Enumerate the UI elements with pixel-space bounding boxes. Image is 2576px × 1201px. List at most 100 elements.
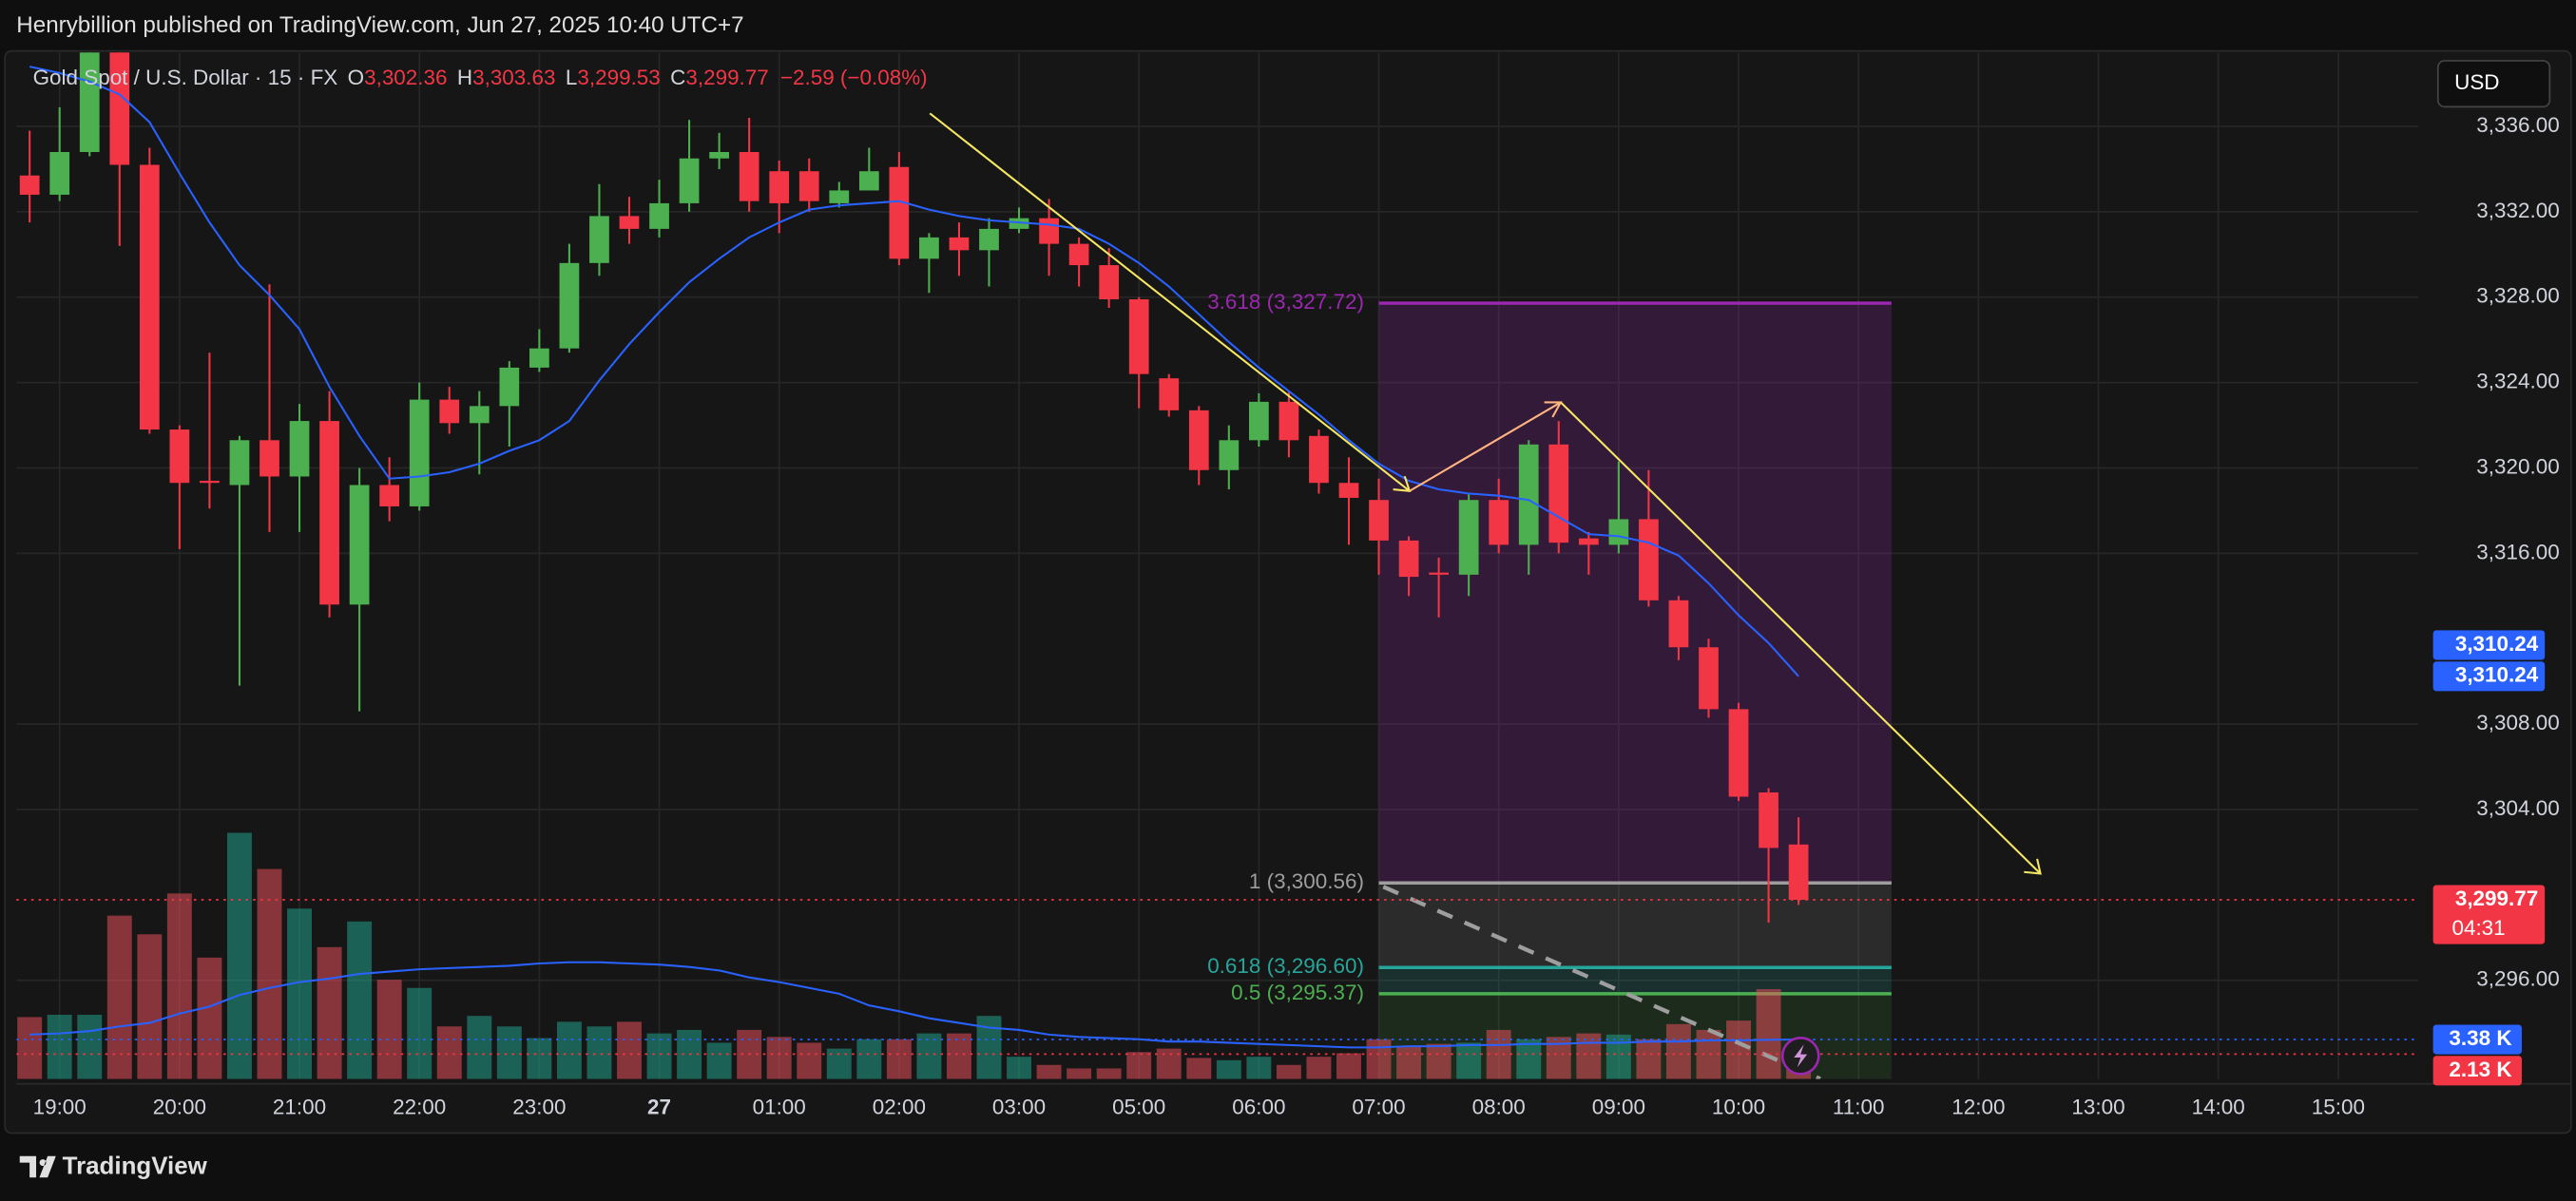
volume-bar [226, 832, 252, 1079]
price-label: 3,310.24 [2455, 663, 2539, 687]
candle-body [1248, 401, 1269, 441]
candle-body [1309, 435, 1329, 484]
candle-body [1369, 500, 1389, 541]
publish-header: Henrybillion published on TradingView.co… [16, 12, 743, 38]
x-tick-label: 13:00 [2071, 1096, 2124, 1119]
candle-body [1489, 500, 1509, 545]
candle-body [1788, 844, 1809, 901]
legend-item: L [566, 66, 578, 89]
candle-body [919, 237, 939, 259]
candle-body [1159, 378, 1180, 410]
candle-body [139, 164, 160, 430]
candle-body [1099, 265, 1120, 300]
candle-body [769, 171, 790, 203]
volume-bar [77, 1014, 103, 1079]
y-tick-label: 3,320.00 [2476, 454, 2559, 478]
volume-ma-line [29, 961, 1799, 1049]
volume-bar [1096, 1068, 1122, 1079]
volume-bar [706, 1042, 732, 1079]
candle-body [949, 237, 970, 251]
volume-bar [1156, 1048, 1182, 1079]
candle-body [1429, 572, 1449, 575]
volume-bar [376, 980, 402, 1079]
candle-body [289, 421, 310, 477]
volume-bar [1516, 1039, 1542, 1079]
candle-body [1128, 299, 1149, 374]
volume-bar [946, 1033, 971, 1079]
fib-label: 0.618 (3,296.60) [1207, 954, 1364, 978]
candle-body [798, 171, 819, 201]
x-tick-label: 20:00 [153, 1096, 206, 1119]
candle-body [1518, 444, 1539, 545]
trend-line [1560, 401, 2042, 875]
volume-label: 3.38 K [2449, 1026, 2511, 1050]
volume-bar [287, 908, 313, 1079]
volume-bar [17, 1017, 43, 1079]
arrow-head [2024, 858, 2042, 875]
volume-bar [257, 868, 282, 1079]
candle-body [679, 158, 700, 203]
volume-bar [1366, 1039, 1392, 1079]
candle-body [79, 52, 100, 153]
volume-bar [1486, 1029, 1511, 1079]
volume-bar [556, 1021, 582, 1079]
x-tick-label: 05:00 [1112, 1096, 1165, 1119]
volume-bar [436, 1026, 462, 1079]
candle-body [1548, 444, 1569, 543]
ma-line [29, 66, 1799, 677]
candle-body [559, 262, 580, 349]
candle-body [529, 348, 549, 368]
volume-bar [1396, 1046, 1422, 1079]
x-tick-label: 08:00 [1472, 1096, 1526, 1119]
currency-button[interactable] [2436, 60, 2551, 108]
legend-item: 3,299.77 [685, 66, 768, 89]
volume-bar [1007, 1057, 1031, 1079]
y-tick-label: 3,308.00 [2476, 711, 2559, 734]
volume-bar [1126, 1052, 1152, 1079]
legend-item: C [670, 66, 685, 89]
y-tick-label: 3,332.00 [2476, 199, 2559, 222]
alert-icon[interactable] [1780, 1036, 1820, 1076]
trend-line [929, 112, 1411, 492]
x-tick-label: 10:00 [1712, 1096, 1765, 1119]
candle-body [649, 202, 669, 229]
candle-body [1188, 410, 1209, 470]
volume-bar [166, 893, 192, 1079]
candle-body [349, 485, 370, 605]
x-tick-label: 02:00 [873, 1096, 926, 1119]
volume-bar [197, 957, 222, 1079]
currency-label[interactable]: USD [2454, 70, 2499, 94]
candle-body [1639, 519, 1659, 600]
candle-body [619, 216, 640, 229]
candle-body [260, 440, 279, 477]
candle-body [1219, 440, 1240, 470]
volume-bar [856, 1039, 882, 1079]
fib-label: 3.618 (3,327.72) [1207, 290, 1364, 314]
alert-bolt[interactable] [1794, 1044, 1808, 1068]
x-tick-label: 01:00 [753, 1096, 806, 1119]
volume-bar [766, 1037, 792, 1079]
volume-bar [1186, 1058, 1212, 1079]
volume-bar [1306, 1057, 1332, 1079]
x-tick-label: 21:00 [273, 1096, 326, 1119]
volume-bar [317, 946, 342, 1079]
trend-line [1409, 401, 1562, 492]
legend-item: Gold Spot / U.S. Dollar · 15 · FX [33, 66, 338, 89]
price-label: 3,299.77 [2455, 886, 2538, 910]
candle-body [319, 421, 339, 605]
candle-body [1009, 218, 1029, 229]
candle-body [200, 480, 220, 484]
candle-body [1398, 540, 1419, 578]
x-tick-label: 11:00 [1833, 1096, 1885, 1119]
candle-body [1338, 483, 1359, 498]
candle-body [1278, 401, 1299, 441]
volume-bar [47, 1014, 72, 1079]
candle-body [739, 152, 759, 201]
countdown-label: 04:31 [2451, 916, 2505, 940]
volume-bar [496, 1026, 522, 1079]
x-tick-label: 22:00 [393, 1096, 446, 1119]
y-tick-label: 3,328.00 [2476, 284, 2559, 308]
fib-zone [1378, 883, 1892, 968]
fib-zone [1378, 303, 1892, 884]
volume-bar [1067, 1068, 1092, 1079]
